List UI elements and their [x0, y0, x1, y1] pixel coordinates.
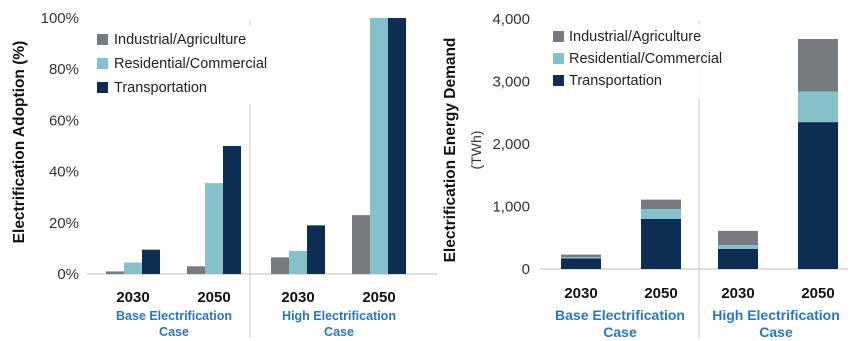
adoption-bar-transportation	[223, 146, 241, 274]
energy-bar-industrial-agriculture	[561, 254, 601, 258]
energy-demand-chart: Electrification Energy Demand (TWh) 0 1,0…	[442, 11, 848, 340]
adoption-y-tick-label: 0%	[57, 266, 79, 283]
adoption-x-category-label: 2030	[116, 289, 149, 306]
adoption-y-tick-label: 40%	[49, 164, 79, 181]
energy-group-label-line2: Case	[759, 324, 793, 340]
adoption-legend: Industrial/Agriculture Residential/Commer…	[91, 26, 301, 104]
adoption-legend-label: Residential/Commercial	[114, 56, 267, 72]
energy-bar-residential-commercial	[718, 245, 758, 249]
adoption-bar-residential-commercial	[205, 183, 223, 274]
energy-bar-transportation	[561, 258, 601, 269]
adoption-group-label-line2: Case	[159, 325, 189, 339]
energy-y-tick-label: 2,000	[492, 136, 530, 153]
adoption-bar-transportation	[142, 249, 160, 274]
energy-legend-box	[548, 24, 744, 98]
energy-y-tick-label: 3,000	[492, 74, 530, 91]
energy-legend-swatch	[553, 75, 564, 86]
adoption-group-label-line1: High Electrification	[282, 309, 396, 323]
energy-legend: Industrial/Agriculture Residential/Commer…	[548, 24, 744, 98]
adoption-y-tick-label: 80%	[49, 61, 79, 78]
adoption-x-category-label: 2030	[281, 289, 314, 306]
energy-bar-residential-commercial	[641, 209, 681, 219]
energy-legend-label: Residential/Commercial	[569, 51, 722, 67]
adoption-bar-transportation	[307, 225, 325, 274]
energy-legend-swatch	[553, 31, 564, 42]
energy-x-category-label: 2050	[801, 285, 834, 302]
energy-bar-transportation	[641, 219, 681, 269]
adoption-y-axis-label: Electrification Adoption (%)	[11, 41, 28, 244]
adoption-legend-swatch	[97, 82, 108, 93]
energy-group-label-line1: High Electrification	[712, 307, 840, 323]
adoption-bar-industrial-agriculture	[352, 215, 370, 274]
energy-bar-residential-commercial	[561, 257, 601, 259]
energy-y-tick-label: 0	[522, 261, 530, 278]
adoption-bar-transportation	[388, 18, 406, 274]
energy-legend-label: Industrial/Agriculture	[569, 29, 701, 45]
adoption-chart: Electrification Adoption (%) 0% 20% 40% 60%…	[11, 10, 437, 339]
adoption-x-category-label: 2050	[197, 289, 230, 306]
energy-legend-swatch	[553, 53, 564, 64]
energy-legend-label: Transportation	[569, 73, 662, 89]
adoption-legend-box	[91, 26, 301, 104]
adoption-bar-industrial-agriculture	[271, 257, 289, 274]
adoption-bar-residential-commercial	[124, 262, 142, 274]
energy-y-axis-unit: (TWh)	[468, 131, 484, 170]
adoption-bar-industrial-agriculture	[187, 266, 205, 274]
adoption-bar-residential-commercial	[370, 18, 388, 274]
adoption-bar-residential-commercial	[289, 250, 307, 274]
energy-x-category-label: 2030	[564, 285, 597, 302]
energy-x-category-label: 2050	[644, 285, 677, 302]
energy-bar-transportation	[798, 122, 838, 269]
energy-y-tick-label: 1,000	[492, 199, 530, 216]
energy-x-category-label: 2030	[721, 285, 754, 302]
adoption-legend-swatch	[97, 58, 108, 69]
adoption-legend-label: Industrial/Agriculture	[114, 32, 246, 48]
energy-bar-industrial-agriculture	[641, 199, 681, 209]
adoption-y-tick-label: 60%	[49, 112, 79, 129]
energy-bar-industrial-agriculture	[798, 39, 838, 92]
adoption-y-tick-label: 100%	[41, 10, 79, 27]
energy-y-axis-label: Electrification Energy Demand	[442, 38, 459, 263]
energy-bar-industrial-agriculture	[718, 230, 758, 246]
adoption-bar-industrial-agriculture	[106, 271, 124, 274]
adoption-y-tick-label: 20%	[49, 215, 79, 232]
energy-bar-transportation	[718, 249, 758, 269]
adoption-legend-label: Transportation	[114, 80, 207, 96]
adoption-group-label-line2: Case	[324, 325, 354, 339]
energy-group-label-line1: Base Electrification	[555, 307, 685, 323]
adoption-x-category-label: 2050	[362, 289, 395, 306]
adoption-group-label-line1: Base Electrification	[116, 309, 232, 323]
energy-y-tick-label: 4,000	[492, 11, 530, 28]
energy-bar-residential-commercial	[798, 91, 838, 123]
adoption-legend-swatch	[97, 34, 108, 45]
energy-group-label-line2: Case	[603, 324, 637, 340]
